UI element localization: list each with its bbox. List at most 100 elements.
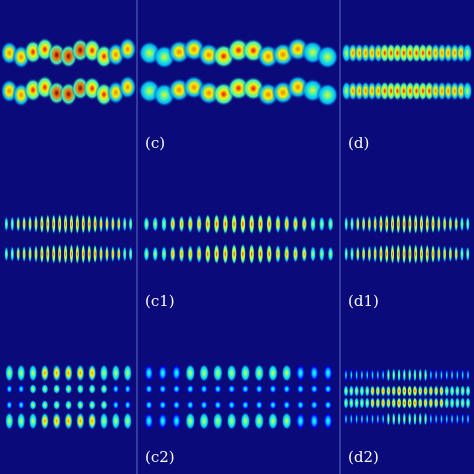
intensity-fringe xyxy=(122,215,127,233)
intensity-fringe-outer xyxy=(466,412,470,426)
intensity-blob xyxy=(64,412,73,430)
intensity-fringe xyxy=(69,213,74,235)
intensity-fringe xyxy=(396,397,402,409)
intensity-fringe xyxy=(465,385,471,397)
panel-9 xyxy=(343,368,471,426)
intensity-blob xyxy=(281,412,292,430)
intensity-blob xyxy=(323,412,333,430)
intensity-blob xyxy=(172,384,181,394)
intensity-fringe xyxy=(75,213,80,235)
intensity-fringe xyxy=(428,397,434,409)
intensity-fringe-outer xyxy=(360,368,364,382)
intensity-fringe xyxy=(402,213,406,235)
intensity-fringe xyxy=(448,215,453,233)
intensity-blob xyxy=(323,364,333,382)
intensity-blob xyxy=(282,400,291,410)
intensity-fringe-outer xyxy=(349,368,353,382)
intensity-fringe xyxy=(275,213,281,235)
intensity-fringe xyxy=(423,397,428,409)
intensity-blob xyxy=(254,364,265,382)
intensity-fringe xyxy=(266,213,272,235)
intensity-fringe xyxy=(275,243,281,265)
intensity-fringe xyxy=(367,244,372,264)
intensity-fringe xyxy=(379,213,383,235)
intensity-fringe xyxy=(169,215,176,233)
intensity-fringe-outer xyxy=(344,368,348,382)
intensity-fringe xyxy=(10,215,15,233)
intensity-fringe xyxy=(408,213,412,235)
intensity-fringe xyxy=(22,215,27,233)
intensity-fringe xyxy=(310,215,316,233)
intensity-fringe xyxy=(364,397,370,409)
intensity-blob xyxy=(123,364,132,382)
intensity-fringe xyxy=(161,215,167,233)
intensity-fringe xyxy=(442,244,447,264)
intensity-fringe xyxy=(386,397,391,409)
intensity-lobe xyxy=(462,43,473,63)
intensity-lobe xyxy=(118,37,137,62)
intensity-fringe xyxy=(460,397,466,409)
intensity-fringe xyxy=(4,246,9,262)
intensity-fringe-outer xyxy=(376,368,380,382)
intensity-fringe-outer xyxy=(429,368,433,382)
intensity-fringe xyxy=(39,243,44,265)
intensity-fringe xyxy=(348,397,354,409)
intensity-blob xyxy=(40,412,50,430)
intensity-fringe-outer xyxy=(397,412,401,426)
intensity-fringe xyxy=(343,397,349,409)
intensity-fringe-outer xyxy=(450,412,454,426)
intensity-fringe xyxy=(110,245,115,263)
intensity-fringe-outer xyxy=(418,368,422,382)
intensity-fringe xyxy=(51,213,56,235)
intensity-fringe-outer xyxy=(439,412,444,426)
intensity-fringe xyxy=(196,243,202,265)
intensity-fringe xyxy=(425,243,430,265)
intensity-blob xyxy=(240,412,251,430)
intensity-fringe xyxy=(4,216,9,232)
intensity-blob xyxy=(323,384,333,394)
intensity-fringe xyxy=(407,397,413,409)
panel-6 xyxy=(344,213,470,265)
intensity-fringe xyxy=(350,215,354,233)
intensity-blob xyxy=(296,400,305,410)
intensity-blob xyxy=(100,384,108,394)
intensity-fringe xyxy=(419,243,424,265)
intensity-fringe xyxy=(205,243,211,265)
intensity-fringe xyxy=(344,216,349,232)
intensity-fringe xyxy=(152,215,159,233)
intensity-fringe-outer xyxy=(439,368,444,382)
intensity-fringe xyxy=(99,214,103,234)
intensity-fringe xyxy=(213,213,220,235)
intensity-fringe xyxy=(449,385,455,397)
intensity-fringe xyxy=(454,245,459,263)
intensity-blob xyxy=(17,400,25,410)
intensity-fringe xyxy=(169,245,176,263)
intensity-fringe-outer xyxy=(450,368,454,382)
intensity-fringe xyxy=(10,245,15,263)
intensity-fringe xyxy=(318,215,325,233)
intensity-fringe xyxy=(449,397,455,409)
intensity-fringe-outer xyxy=(370,368,375,382)
intensity-fringe xyxy=(81,213,86,235)
intensity-fringe-outer xyxy=(360,412,364,426)
intensity-blob xyxy=(76,400,84,410)
intensity-blob xyxy=(241,384,250,394)
intensity-fringe xyxy=(292,214,299,234)
intensity-fringe xyxy=(152,245,159,263)
intensity-fringe xyxy=(361,245,366,263)
intensity-blob xyxy=(40,364,50,382)
intensity-blob xyxy=(255,384,264,394)
intensity-fringe xyxy=(16,245,21,263)
intensity-lobe xyxy=(118,75,137,100)
intensity-fringe xyxy=(391,385,397,397)
intensity-fringe-outer xyxy=(365,368,369,382)
panel-1 xyxy=(0,37,137,107)
intensity-blob xyxy=(5,400,13,410)
intensity-fringe-outer xyxy=(381,368,385,382)
intensity-blob xyxy=(227,400,236,410)
intensity-blob xyxy=(29,384,37,394)
intensity-fringe xyxy=(266,243,272,265)
intensity-blob xyxy=(64,384,73,394)
intensity-fringe xyxy=(240,213,246,235)
intensity-blob xyxy=(282,384,291,394)
